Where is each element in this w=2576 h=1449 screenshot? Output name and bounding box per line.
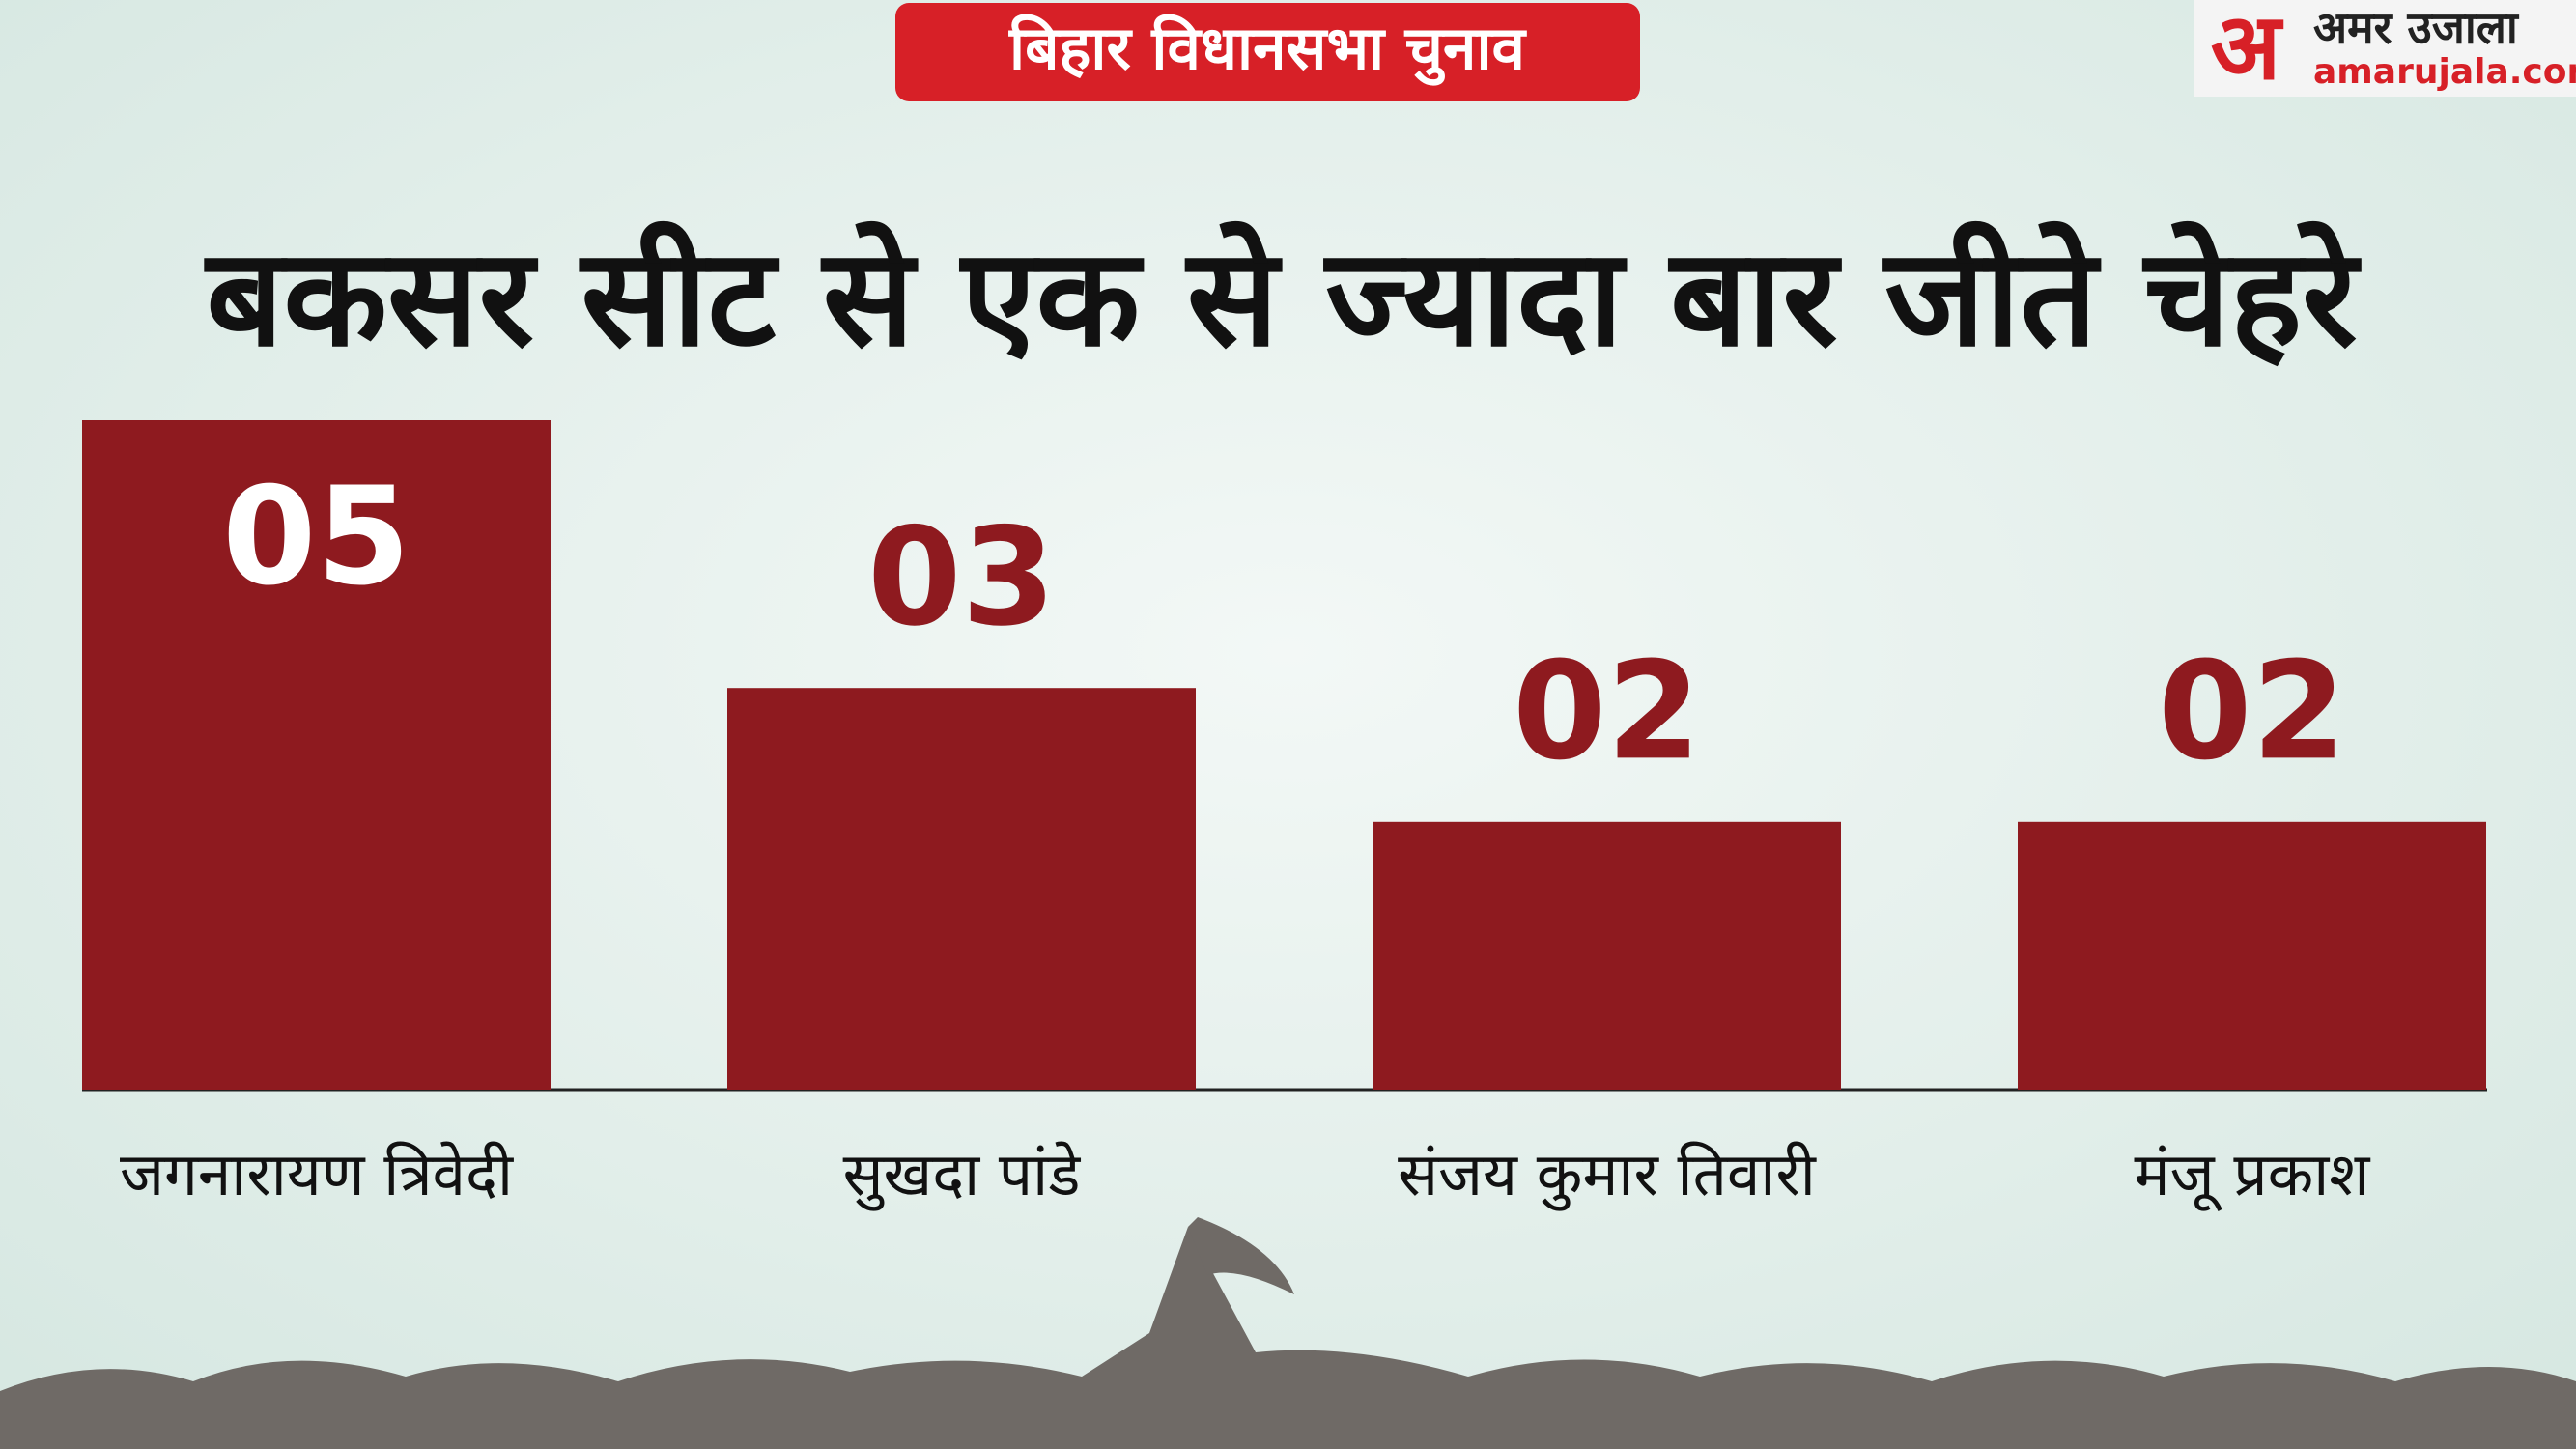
value-label: 02 xyxy=(1513,633,1701,790)
logo-box xyxy=(2194,0,2576,97)
value-label: 02 xyxy=(2158,633,2346,790)
x-tick-label: संजय कुमार तिवारी xyxy=(1398,1139,1817,1211)
x-tick-label: मंजू प्रकाश xyxy=(2135,1139,2372,1211)
badge-box xyxy=(895,3,1640,101)
logo-name: अमर उजाला xyxy=(2313,2,2520,54)
bar xyxy=(82,420,551,1090)
value-label: 05 xyxy=(222,459,410,616)
x-tick-label: जगनारायण त्रिवेदी xyxy=(120,1139,514,1209)
bar xyxy=(727,688,1196,1090)
crowd xyxy=(0,1217,2576,1449)
x-tick-label: सुखदा पांडे xyxy=(843,1139,1082,1211)
badge: बिहार विधानसभा चुनाव xyxy=(1008,13,1527,86)
chart-title: बकसर सीट से एक से ज्यादा बार जीते चेहरे xyxy=(203,220,2362,378)
bar xyxy=(2018,821,2486,1090)
logo-site: amarujala.com xyxy=(2313,52,2576,92)
logo-mark: अ xyxy=(2211,0,2284,100)
value-label: 03 xyxy=(867,499,1056,657)
bar xyxy=(1373,821,1841,1090)
